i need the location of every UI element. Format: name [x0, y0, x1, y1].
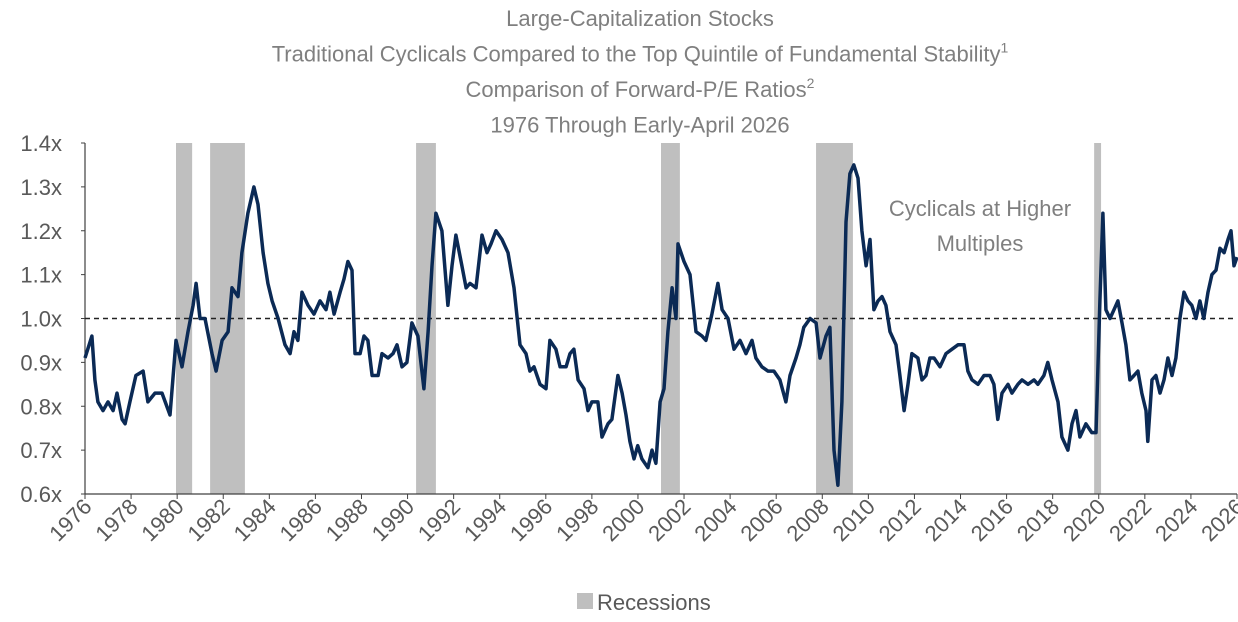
legend-swatch — [577, 593, 593, 609]
y-tick-label: 1.2x — [20, 219, 62, 244]
x-tick-label: 2014 — [920, 494, 972, 546]
x-tick-label: 2018 — [1012, 494, 1064, 546]
title-line: Comparison of Forward-P/E Ratios2 — [466, 75, 815, 102]
x-tick-label: 2026 — [1196, 494, 1238, 546]
y-tick-label: 1.1x — [20, 263, 62, 288]
x-tick-label: 1982 — [182, 494, 234, 546]
y-tick-label: 1.0x — [20, 307, 62, 332]
x-tick-label: 2016 — [966, 494, 1018, 546]
x-tick-label: 1978 — [90, 494, 142, 546]
y-tick-label: 0.8x — [20, 394, 62, 419]
title-line: Traditional Cyclicals Compared to the To… — [272, 40, 1009, 67]
y-tick-label: 0.9x — [20, 350, 62, 375]
title-superscript: 1 — [1001, 40, 1009, 56]
x-tick-label: 2022 — [1104, 494, 1156, 546]
annotation: Cyclicals at Higher — [889, 196, 1071, 221]
title-line: 1976 Through Early-April 2026 — [490, 113, 789, 138]
y-tick-label: 1.3x — [20, 175, 62, 200]
title-line: Large-Capitalization Stocks — [506, 6, 774, 31]
x-tick-label: 1980 — [136, 494, 188, 546]
title-text: Comparison of Forward-P/E Ratios — [466, 77, 807, 102]
x-tick-label: 1986 — [275, 494, 327, 546]
title-text: Large-Capitalization Stocks — [506, 6, 774, 31]
x-tick-label: 1992 — [413, 494, 465, 546]
x-tick-label: 2012 — [874, 494, 926, 546]
title-text: Traditional Cyclicals Compared to the To… — [272, 42, 1001, 67]
y-tick-label: 1.4x — [20, 131, 62, 156]
recession-band — [416, 143, 436, 494]
y-tick-label: 0.7x — [20, 438, 62, 463]
x-tick-label: 1990 — [367, 494, 419, 546]
x-tick-label: 2020 — [1058, 494, 1110, 546]
y-tick-label: 0.6x — [20, 482, 62, 507]
x-tick-label: 2008 — [782, 494, 834, 546]
legend-label: Recessions — [597, 590, 711, 615]
series-line — [83, 163, 1238, 487]
title-block: Large-Capitalization Stocks Traditional C… — [272, 6, 1009, 138]
x-tick-label: 1994 — [459, 494, 511, 546]
x-tick-label: 2004 — [689, 494, 741, 546]
title-text: 1976 Through Early-April 2026 — [490, 113, 789, 138]
x-tick-label: 1998 — [551, 494, 603, 546]
x-tick-label: 2006 — [735, 494, 787, 546]
x-tick-label: 2002 — [643, 494, 695, 546]
x-tick-label: 2010 — [828, 494, 880, 546]
title-superscript: 2 — [807, 75, 815, 91]
x-tick-label: 1984 — [229, 494, 281, 546]
x-tick-label: 2024 — [1150, 494, 1202, 546]
annotation: Multiples — [937, 231, 1024, 256]
x-tick-label: 1988 — [321, 494, 373, 546]
x-tick-label: 1996 — [505, 494, 557, 546]
x-tick-label: 2000 — [597, 494, 649, 546]
